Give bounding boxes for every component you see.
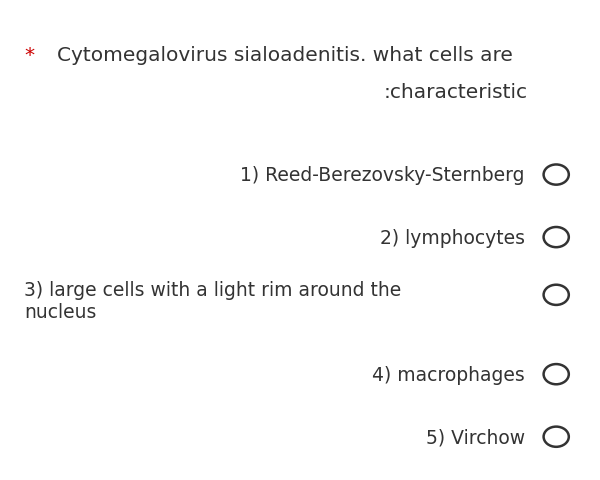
Text: 3) large cells with a light rim around the
nucleus: 3) large cells with a light rim around t… [24, 281, 401, 322]
Text: Cytomegalovirus sialoadenitis. what cells are: Cytomegalovirus sialoadenitis. what cell… [57, 46, 513, 65]
Text: *: * [24, 46, 34, 65]
Text: 1) Reed-Berezovsky-Sternberg: 1) Reed-Berezovsky-Sternberg [241, 166, 525, 185]
Text: 2) lymphocytes: 2) lymphocytes [380, 228, 525, 247]
Text: 5) Virchow: 5) Virchow [426, 427, 525, 446]
Text: :characteristic: :characteristic [384, 83, 528, 102]
Text: 4) macrophages: 4) macrophages [372, 365, 525, 384]
